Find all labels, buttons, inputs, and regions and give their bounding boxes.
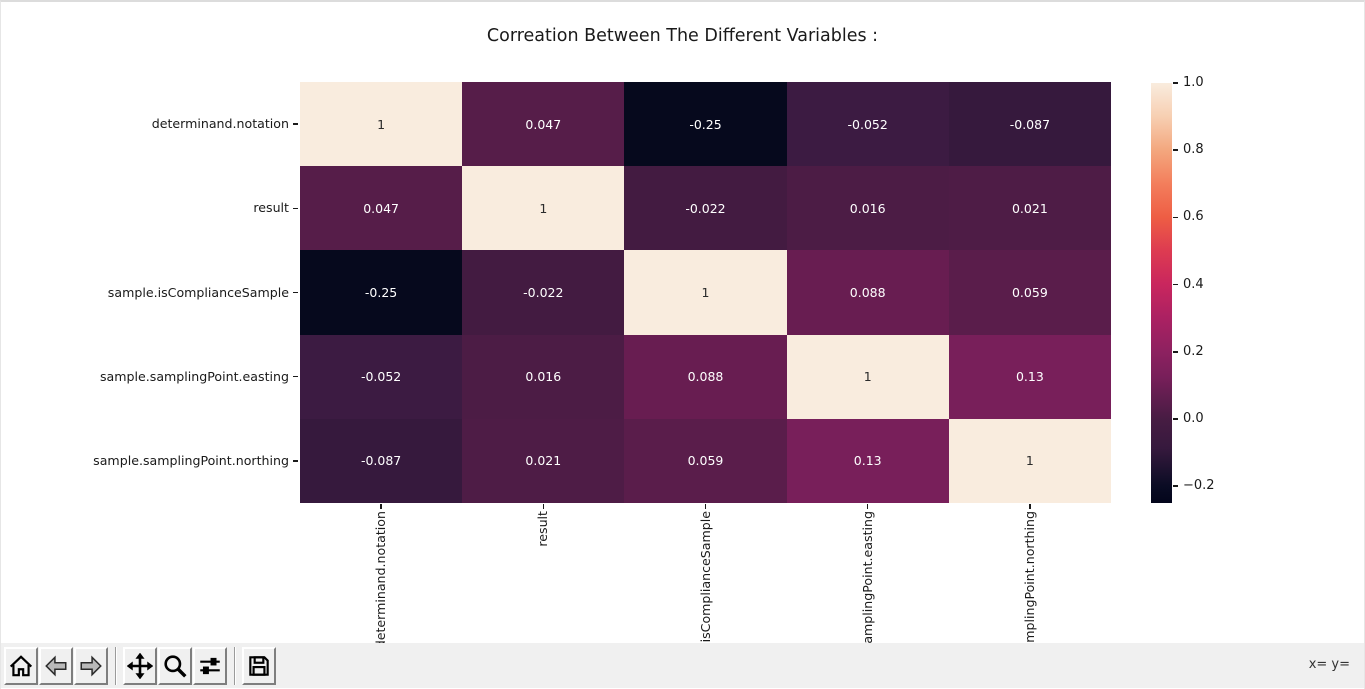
floppy-disk-icon xyxy=(249,655,269,676)
heatmap-cell: 0.016 xyxy=(786,166,949,251)
back-arrow-icon xyxy=(45,655,67,676)
y-tick-label: sample.samplingPoint.easting xyxy=(99,368,289,384)
x-tick-mark xyxy=(1029,504,1031,509)
heatmap-cell: 0.13 xyxy=(786,418,949,503)
x-tick-label: result xyxy=(534,511,552,643)
forward-arrow-icon xyxy=(80,655,102,676)
colorbar-tick-label: 0.2 xyxy=(1183,343,1204,359)
colorbar-tick-label: 0.4 xyxy=(1183,276,1204,292)
colorbar-tick-mark xyxy=(1173,82,1178,84)
x-tick-label-text: sample.isComplianceSample xyxy=(697,511,713,643)
heatmap-cell: -0.087 xyxy=(300,418,463,503)
colorbar-tick-label: 0.8 xyxy=(1183,142,1204,158)
heatmap-cell: -0.022 xyxy=(462,250,625,335)
x-tick-label-text: sample.samplingPoint.northing xyxy=(1021,511,1037,643)
heatmap-cell: 0.059 xyxy=(948,250,1111,335)
colorbar-gradient xyxy=(1151,83,1172,503)
pan-button[interactable] xyxy=(123,646,157,685)
heatmap-cell: 1 xyxy=(786,334,949,419)
y-tick-mark xyxy=(293,123,298,125)
x-tick-label-text: sample.samplingPoint.easting xyxy=(859,511,875,643)
back-button[interactable] xyxy=(39,646,73,685)
heatmap-cell: 0.021 xyxy=(462,418,625,503)
cursor-position-label: x= y= xyxy=(1308,657,1350,672)
heatmap-cell: -0.25 xyxy=(624,82,787,167)
x-tick-label-text: determinand.notation xyxy=(373,511,389,643)
y-tick-label: sample.samplingPoint.northing xyxy=(93,452,289,468)
y-tick-mark xyxy=(293,207,298,210)
colorbar-tick-mark xyxy=(1173,351,1178,353)
heatmap-grid: 1 0.047 -0.25 -0.052 -0.087 0.047 1 -0.022 0.016… xyxy=(300,82,1111,503)
heatmap-cell: 0.088 xyxy=(786,250,949,335)
heatmap-cell: -0.087 xyxy=(948,82,1111,167)
heatmap-cell: -0.25 xyxy=(300,250,463,335)
heatmap-cell: 0.016 xyxy=(462,334,625,419)
heatmap-cell: 0.021 xyxy=(948,166,1111,251)
colorbar-tick-label: 0.6 xyxy=(1183,209,1204,225)
heatmap-cell: 0.047 xyxy=(300,166,463,251)
heatmap-cell: 1 xyxy=(300,82,463,167)
navigation-toolbar xyxy=(1,643,1364,688)
x-tick-mark xyxy=(542,504,545,509)
heatmap-cell: 1 xyxy=(462,166,625,251)
y-tick-mark xyxy=(293,291,298,294)
y-tick-label: result xyxy=(253,200,289,216)
home-button[interactable] xyxy=(4,646,38,685)
toolbar-separator xyxy=(234,646,236,685)
x-tick-label: determinand.notation xyxy=(372,511,390,643)
colorbar-tick-mark xyxy=(1173,216,1178,219)
y-tick-mark xyxy=(293,460,298,462)
y-tick-mark xyxy=(293,375,298,378)
colorbar-tick-label: −0.2 xyxy=(1183,478,1215,494)
move-arrows-icon xyxy=(127,652,153,679)
subplots-button[interactable] xyxy=(193,646,227,685)
heatmap-cell: 0.047 xyxy=(462,82,625,167)
x-tick-mark xyxy=(380,504,382,509)
x-tick-label: sample.isComplianceSample xyxy=(697,511,715,643)
heatmap-cell: -0.052 xyxy=(300,334,463,419)
y-tick-label: determinand.notation xyxy=(151,116,289,132)
chart-title: Correation Between The Different Variabl… xyxy=(486,26,879,46)
heatmap-cell: 0.059 xyxy=(624,418,787,503)
x-tick-mark xyxy=(866,504,869,509)
heatmap-cell: 0.13 xyxy=(948,334,1111,419)
colorbar-tick-label: 0.0 xyxy=(1183,411,1204,426)
sliders-icon xyxy=(200,657,220,674)
colorbar-tick-mark xyxy=(1173,283,1178,286)
home-icon xyxy=(9,654,33,676)
save-button[interactable] xyxy=(242,646,276,685)
zoom-button[interactable] xyxy=(158,646,192,685)
colorbar-tick-mark xyxy=(1173,418,1178,420)
x-tick-label: sample.samplingPoint.northing xyxy=(1021,511,1039,643)
heatmap-cell: -0.052 xyxy=(786,82,949,167)
x-tick-label: sample.samplingPoint.easting xyxy=(859,511,877,643)
toolbar-separator xyxy=(115,646,117,685)
x-tick-mark xyxy=(704,504,707,509)
y-tick-label: sample.isComplianceSample xyxy=(107,284,289,300)
colorbar-tick-mark xyxy=(1173,485,1178,487)
colorbar-tick-label: 1.0 xyxy=(1183,75,1204,90)
heatmap-cell: 0.088 xyxy=(624,334,787,419)
heatmap-cell: 1 xyxy=(624,250,787,335)
heatmap-cell: 1 xyxy=(948,418,1111,503)
forward-button[interactable] xyxy=(74,646,108,685)
x-tick-label-text: result xyxy=(535,511,551,547)
colorbar-tick-mark xyxy=(1173,149,1178,151)
heatmap-cell: -0.022 xyxy=(624,166,787,251)
magnifier-icon xyxy=(164,654,187,678)
